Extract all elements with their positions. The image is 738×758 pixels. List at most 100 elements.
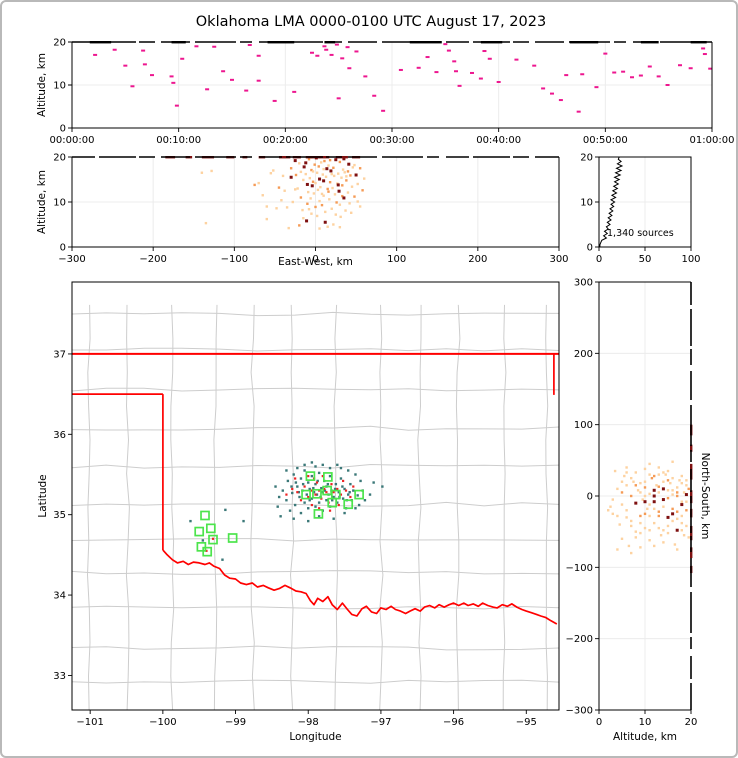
lma-station-marker <box>227 533 238 543</box>
ns-panel-ytick-label: −100 <box>566 563 593 574</box>
vhf-source-point <box>341 194 344 198</box>
vhf-source-point <box>200 171 204 174</box>
vhf-source-point <box>298 224 301 227</box>
vhf-source-point <box>340 57 345 60</box>
vhf-source-point <box>358 205 362 208</box>
vhf-source-point <box>646 507 649 511</box>
vhf-source-point <box>354 173 358 177</box>
vhf-source-point <box>296 187 299 190</box>
ns-panel-ytick-label: 300 <box>574 278 593 289</box>
vhf-source-point <box>611 498 614 501</box>
map-source-point <box>348 490 351 494</box>
map-source-point-red <box>325 491 328 494</box>
vhf-source-point <box>496 80 501 83</box>
clipped-source-dash <box>690 547 693 559</box>
map-source-point <box>308 499 311 502</box>
map-source-point <box>349 482 352 486</box>
county-boundary <box>72 645 559 651</box>
clipped-source-dash <box>409 41 442 44</box>
state-border-red_river <box>162 549 558 625</box>
vhf-source-point <box>653 507 656 511</box>
lma-station-marker <box>205 523 216 534</box>
vhf-source-point <box>648 492 651 496</box>
time-panel-xtick-label: 00:40:00 <box>476 135 521 146</box>
vhf-source-point <box>443 43 448 46</box>
vhf-source-point <box>353 163 356 167</box>
time-panel-ylabel: Altitude, km <box>36 53 48 118</box>
vhf-source-point <box>662 480 665 483</box>
vhf-source-point <box>171 81 176 84</box>
vhf-source-point <box>639 481 642 485</box>
county-boundary <box>72 311 559 317</box>
vhf-source-point <box>327 164 330 167</box>
map-source-point-red <box>205 549 208 552</box>
ns-panel-ytick-label: 0 <box>587 492 593 503</box>
lma-station-marker <box>202 546 213 557</box>
vhf-source-point <box>630 476 633 480</box>
vhf-source-point <box>344 209 347 212</box>
vhf-source-point <box>664 473 667 476</box>
vhf-source-point <box>682 491 686 494</box>
vhf-source-point <box>611 512 614 516</box>
vhf-source-point <box>701 47 706 50</box>
vhf-source-point <box>641 498 644 501</box>
vhf-source-point <box>639 491 642 494</box>
map-source-point <box>347 469 350 472</box>
vhf-source-point <box>671 489 674 492</box>
map-source-point-red <box>323 487 326 491</box>
county-boundary <box>72 425 559 431</box>
hist-panel-xtick-label: 50 <box>639 254 652 265</box>
vhf-source-point <box>678 64 682 67</box>
vhf-source-point <box>680 521 683 525</box>
vhf-source-point <box>338 160 342 164</box>
vhf-source-point <box>653 521 656 525</box>
vhf-source-point <box>457 84 462 87</box>
vhf-source-point <box>661 487 665 491</box>
vhf-source-point <box>283 189 286 192</box>
vhf-source-point <box>205 88 210 91</box>
vhf-source-point <box>345 175 348 178</box>
vhf-source-point <box>285 206 289 209</box>
ns-panel-ytick-label: −200 <box>566 634 593 645</box>
vhf-source-point <box>354 50 359 53</box>
vhf-source-point <box>657 466 660 469</box>
map-source-point-red <box>310 503 313 507</box>
map-source-point <box>297 490 300 494</box>
map-source-point <box>285 469 288 472</box>
time-panel-xtick-label: 00:10:00 <box>156 135 201 146</box>
vhf-source-point <box>620 480 624 483</box>
vhf-source-point <box>269 172 273 175</box>
vhf-source-point <box>275 207 278 210</box>
vhf-source-point <box>141 49 146 52</box>
map-source-point <box>312 486 315 490</box>
vhf-source-point <box>363 75 368 78</box>
clipped-source-dash <box>690 41 707 44</box>
map-source-point <box>279 515 282 518</box>
vhf-source-point <box>324 48 329 51</box>
vhf-source-point <box>482 50 487 53</box>
vhf-source-point <box>661 498 665 502</box>
vhf-source-point <box>636 489 640 492</box>
ns-panel-ytick-label: 100 <box>574 420 593 431</box>
map-source-point <box>347 493 350 496</box>
vhf-source-point <box>648 539 651 542</box>
lma-station-marker <box>194 526 205 537</box>
map-source-point-red <box>352 485 355 488</box>
vhf-source-point <box>230 78 234 81</box>
vhf-source-point <box>321 173 325 176</box>
map-source-point <box>323 489 327 492</box>
map-source-point <box>310 461 314 464</box>
vhf-source-point <box>311 170 315 173</box>
vhf-source-point <box>541 87 546 90</box>
vhf-source-point <box>666 515 670 519</box>
map-source-point-red <box>339 493 343 496</box>
vhf-source-point <box>659 534 663 537</box>
sources-count-annotation: 1,340 sources <box>607 228 674 239</box>
map-source-point <box>363 499 367 502</box>
vhf-source-point <box>130 85 135 88</box>
vhf-source-point <box>212 45 217 48</box>
ew-panel-xtick-label: 300 <box>549 254 568 265</box>
vhf-source-point <box>680 474 683 478</box>
map-source-point-red <box>285 493 288 496</box>
vhf-source-point <box>708 67 713 70</box>
